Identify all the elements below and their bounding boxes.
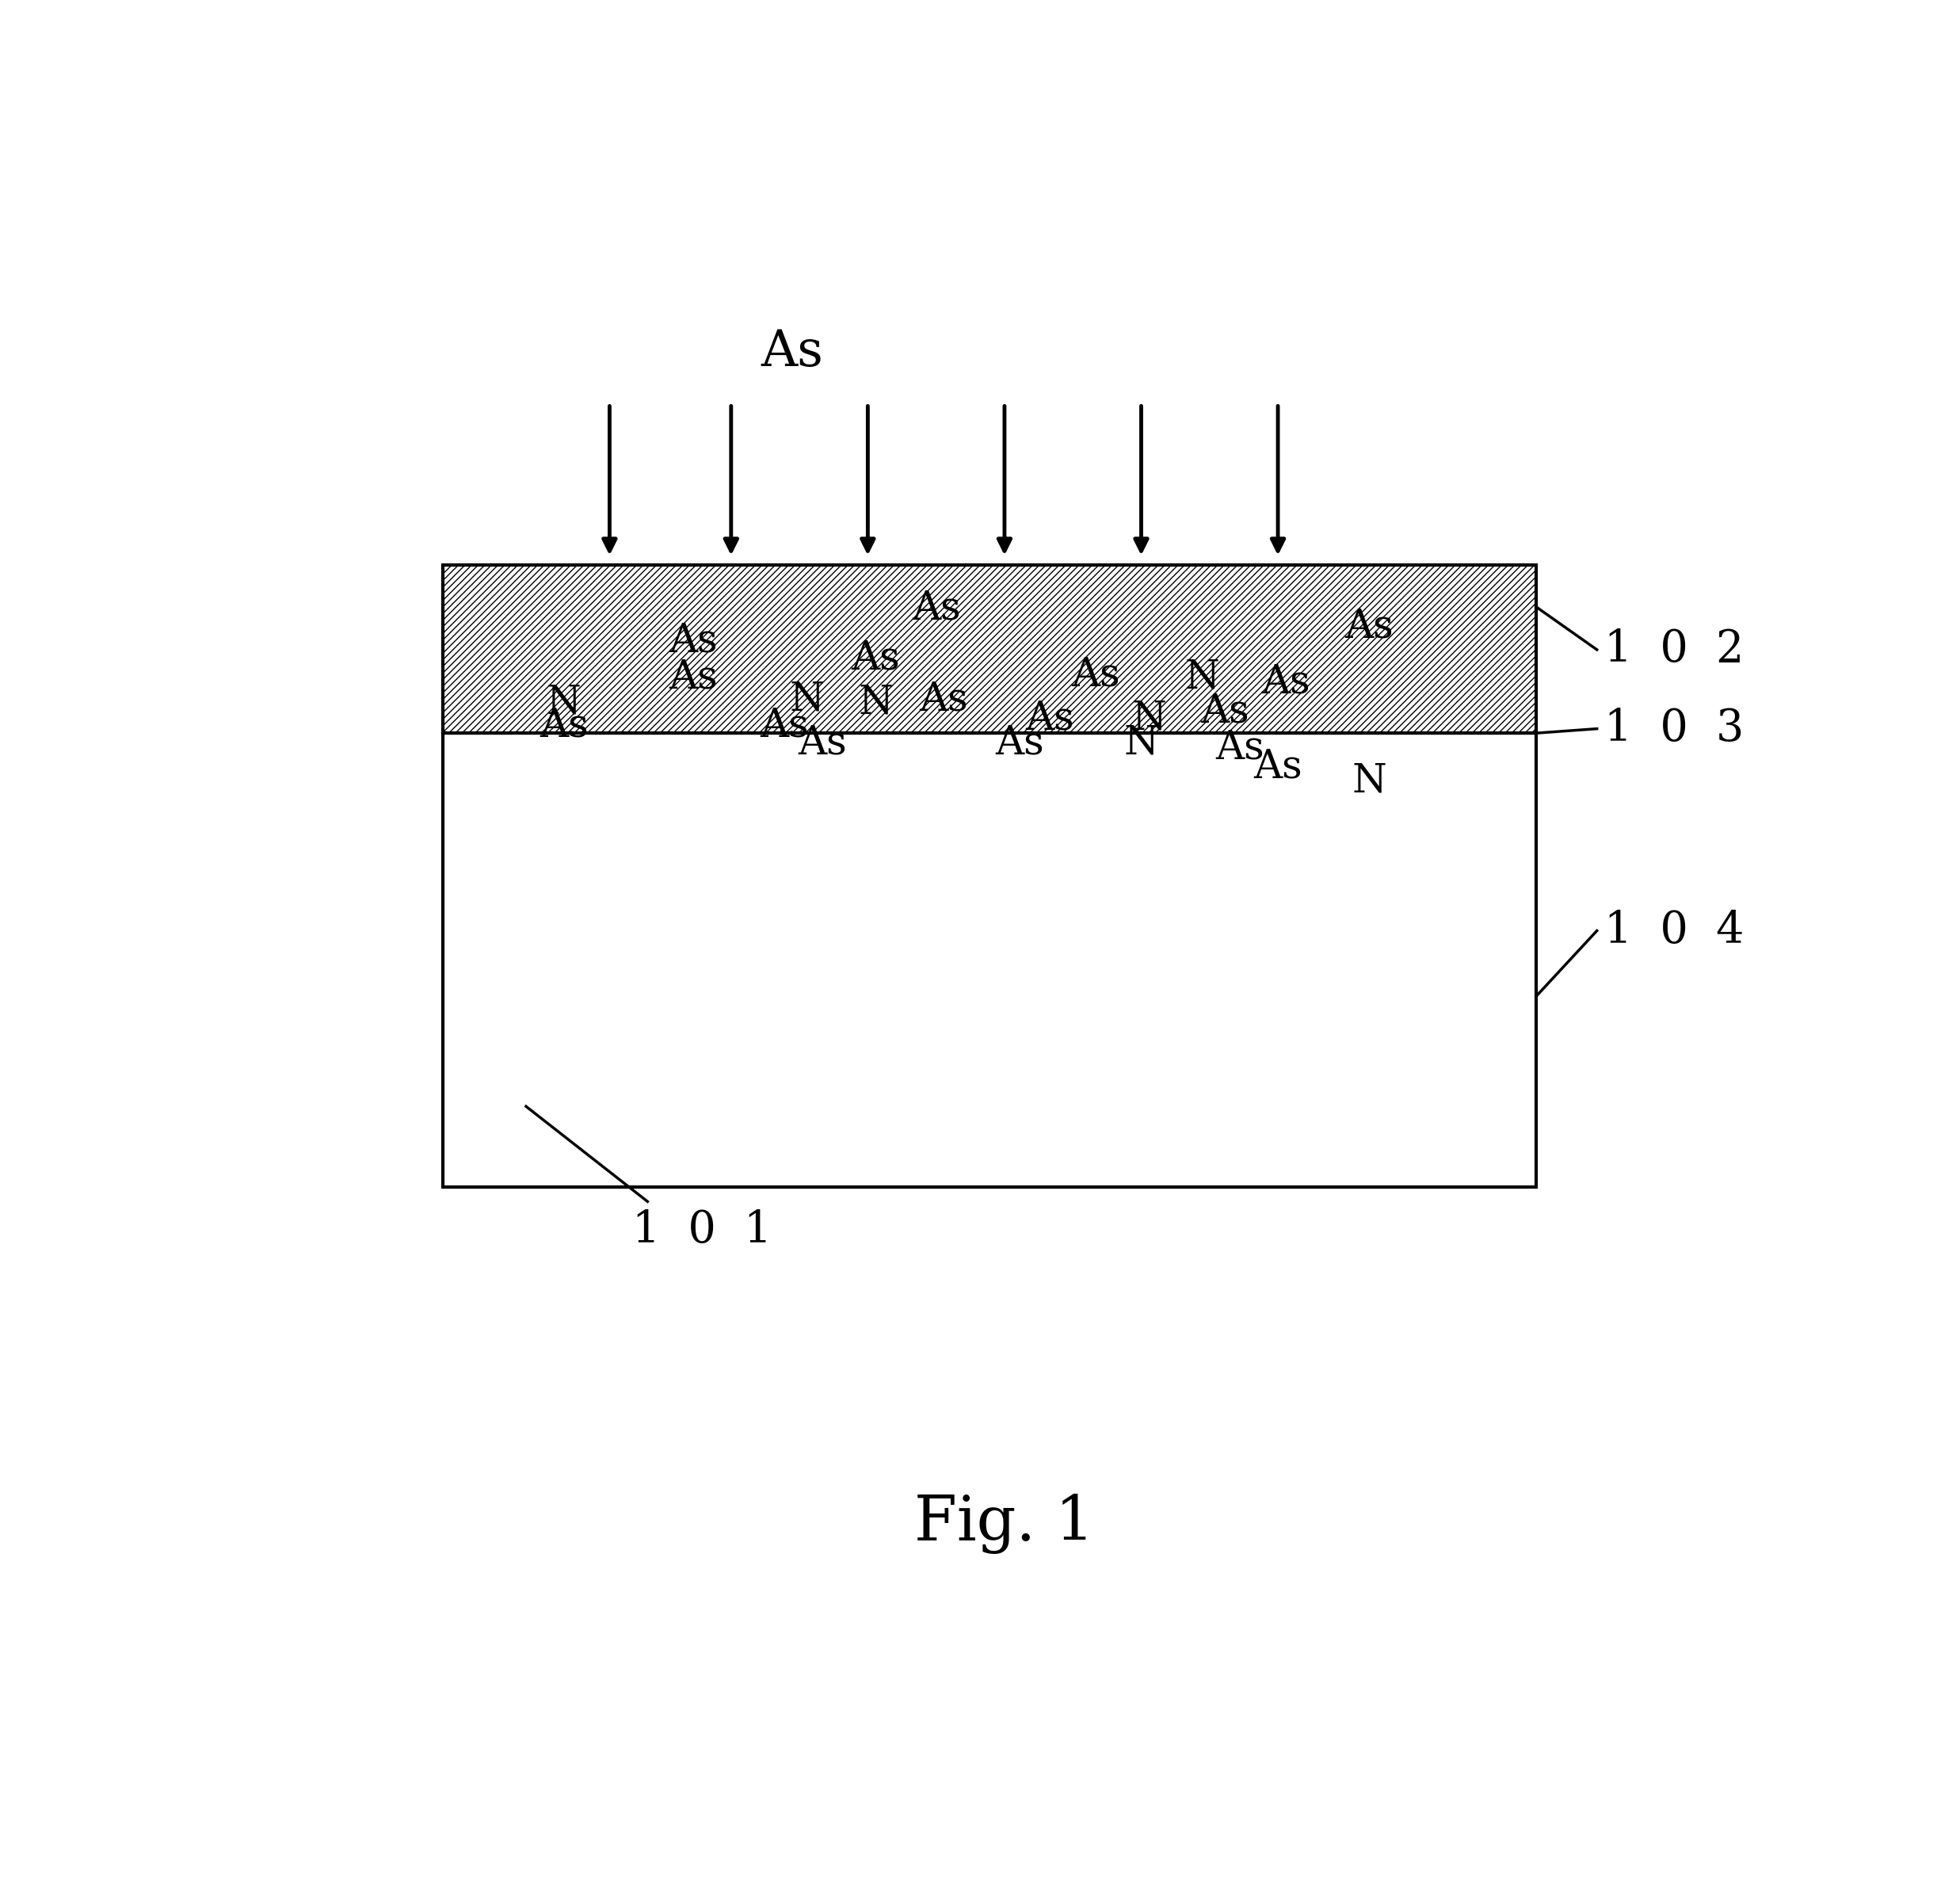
Text: N: N [547, 682, 582, 722]
Text: 1  0  3: 1 0 3 [1605, 707, 1744, 751]
Text: As: As [760, 329, 823, 376]
Text: As: As [798, 724, 847, 762]
Text: N: N [1131, 700, 1166, 738]
Text: As: As [996, 724, 1045, 762]
Text: As: As [668, 658, 717, 698]
Text: As: As [1025, 700, 1074, 738]
Text: As: As [760, 705, 809, 745]
Text: As: As [539, 705, 588, 745]
Text: 1  0  2: 1 0 2 [1605, 627, 1744, 671]
Text: N: N [858, 682, 892, 722]
Text: As: As [1215, 728, 1264, 768]
Text: As: As [919, 681, 968, 719]
Text: As: As [1254, 747, 1301, 787]
Text: As: As [668, 622, 717, 660]
Text: N: N [790, 681, 825, 719]
Text: As: As [1345, 606, 1394, 646]
Text: N: N [1184, 658, 1219, 698]
Bar [443, 565, 1537, 734]
Text: 1  0  1: 1 0 1 [633, 1209, 772, 1253]
Bar [443, 734, 1537, 1186]
Text: As: As [911, 589, 960, 629]
Text: As: As [1260, 662, 1309, 701]
Text: As: As [851, 639, 900, 679]
Text: 1  0  4: 1 0 4 [1605, 909, 1744, 952]
Text: As: As [1200, 692, 1249, 730]
Text: N: N [1352, 762, 1386, 800]
Text: As: As [1072, 656, 1119, 694]
Text: N: N [1123, 724, 1158, 762]
Text: Fig. 1: Fig. 1 [915, 1494, 1094, 1553]
